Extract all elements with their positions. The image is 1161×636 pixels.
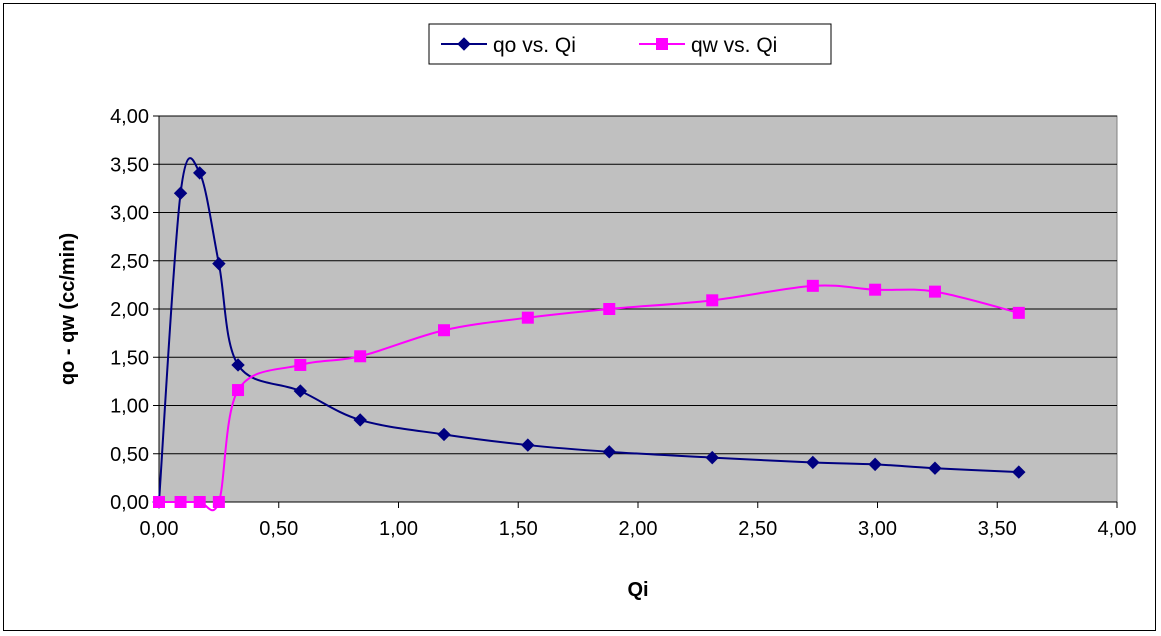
data-point (153, 496, 165, 508)
series-1 (152, 157, 1026, 509)
x-tick-label: 2,00 (619, 518, 658, 540)
data-point (353, 413, 367, 427)
data-point (521, 311, 534, 324)
data-point (603, 303, 616, 315)
legend-marker (457, 37, 471, 51)
legend-item: qw vs. Qi (639, 34, 777, 57)
y-tick-label: 0,50 (110, 444, 149, 466)
series-2 (153, 279, 1025, 512)
data-point (232, 384, 245, 397)
data-point (928, 285, 941, 298)
x-tick-label: 2,50 (738, 518, 777, 540)
x-tick-label: 1,50 (499, 518, 538, 540)
data-point (806, 279, 819, 292)
data-point (174, 496, 187, 508)
data-point (869, 283, 882, 296)
y-tick-label: 2,50 (110, 251, 149, 273)
data-point (705, 450, 719, 465)
series-line (159, 284, 1020, 512)
tick-labels: 0,00 0,50 1,00 1,50 2,00 2,50 3,00 3,50 4,00 0,00… (110, 106, 1136, 540)
data-point (868, 457, 882, 472)
x-tick-label: 4,00 (1098, 518, 1137, 540)
legend-label: qw vs. Qi (691, 34, 777, 57)
data-point (212, 496, 225, 508)
data-point (928, 461, 942, 475)
data-point (212, 256, 226, 271)
data-point (706, 294, 719, 307)
y-tick-label: 0,00 (110, 492, 149, 514)
data-point (521, 438, 535, 452)
data-point (293, 384, 308, 398)
data-point (602, 445, 616, 459)
data-point (193, 496, 206, 508)
data-point (354, 350, 367, 363)
legend-box (428, 23, 832, 65)
data-point (173, 186, 188, 200)
x-axis-title: Qi (627, 579, 648, 601)
legend-label: qo vs. Qi (493, 34, 576, 57)
y-tick-label: 1,00 (110, 396, 149, 418)
x-tick-label: 1,00 (379, 518, 418, 540)
y-tick-label: 1,50 (110, 347, 149, 369)
x-tick-label: 0,50 (259, 518, 298, 540)
data-point (231, 358, 245, 372)
line-chart: 0,00 0,50 1,00 1,50 2,00 2,50 3,00 3,50 4,00 0,00… (57, 23, 1136, 601)
legend: qo vs. Qi qw vs. Qi (428, 23, 832, 65)
grid-lines (159, 115, 1117, 455)
data-point (193, 166, 207, 180)
y-tick-label: 4,00 (110, 106, 149, 128)
data-point (438, 324, 451, 337)
x-tick-label: 3,50 (978, 518, 1017, 540)
data-point (437, 427, 451, 442)
y-tick-label: 3,00 (110, 203, 149, 225)
data-point (1012, 465, 1026, 479)
data-point (294, 358, 307, 371)
y-tick-label: 3,50 (110, 154, 149, 176)
chart-frame: 0,00 0,50 1,00 1,50 2,00 2,50 3,00 3,50 4,00 0,00… (3, 3, 1156, 631)
series-line (158, 157, 1019, 503)
data-point (1012, 306, 1025, 319)
x-tick-label: 0,00 (140, 518, 179, 540)
data-point (806, 455, 820, 470)
y-tick-label: 2,00 (110, 299, 149, 321)
series-layer (152, 157, 1026, 512)
legend-item: qo vs. Qi (441, 34, 576, 57)
legend-marker (656, 38, 668, 50)
y-axis-title: qo - qw (cc/min) (57, 233, 79, 385)
x-tick-label: 3,00 (858, 518, 897, 540)
